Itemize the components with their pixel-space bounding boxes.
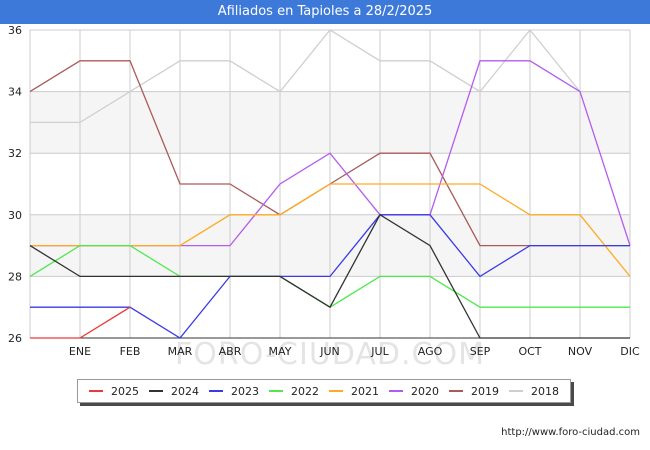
legend-swatch bbox=[149, 390, 163, 392]
legend-item-2020: 2020 bbox=[389, 385, 439, 398]
x-tick-label: MAR bbox=[168, 345, 193, 358]
legend-item-2022: 2022 bbox=[269, 385, 319, 398]
legend-swatch bbox=[209, 390, 223, 392]
x-tick-label: MAY bbox=[269, 345, 292, 358]
legend-label: 2018 bbox=[531, 384, 559, 398]
legend-item-2021: 2021 bbox=[329, 385, 379, 398]
x-tick-label: SEP bbox=[470, 345, 491, 358]
x-tick-label: OCT bbox=[518, 345, 541, 358]
legend-item-2024: 2024 bbox=[149, 385, 199, 398]
legend-swatch bbox=[509, 390, 523, 392]
legend: 2025 2024 2023 2022 2021 2020 2019 2018 bbox=[77, 379, 571, 403]
x-tick-label: FEB bbox=[120, 345, 141, 358]
x-tick-label: ABR bbox=[219, 345, 242, 358]
legend-label: 2022 bbox=[291, 384, 319, 398]
legend-label: 2025 bbox=[111, 384, 139, 398]
x-tick-label: ENE bbox=[69, 345, 91, 358]
x-tick-label: NOV bbox=[568, 345, 593, 358]
y-tick-label: 32 bbox=[8, 147, 22, 160]
y-tick-label: 36 bbox=[8, 24, 22, 37]
legend-swatch bbox=[389, 390, 403, 392]
legend-swatch bbox=[269, 390, 283, 392]
legend-item-2025: 2025 bbox=[89, 385, 139, 398]
x-tick-label: JUN bbox=[319, 345, 340, 358]
series-line-2018 bbox=[30, 28, 630, 124]
legend-label: 2024 bbox=[171, 384, 199, 398]
legend-label: 2019 bbox=[471, 384, 499, 398]
legend-swatch bbox=[449, 390, 463, 392]
series-line-2024 bbox=[29, 213, 630, 339]
legend-label: 2020 bbox=[411, 384, 439, 398]
source-url: http://www.foro-ciudad.com bbox=[501, 427, 640, 438]
legend-swatch bbox=[329, 390, 343, 392]
legend-item-2018: 2018 bbox=[509, 385, 559, 398]
x-tick-label: JUL bbox=[370, 345, 389, 358]
legend-item-2023: 2023 bbox=[209, 385, 259, 398]
legend-swatch bbox=[89, 390, 103, 392]
x-tick-label: AGO bbox=[418, 345, 443, 358]
legend-label: 2021 bbox=[351, 384, 379, 398]
chart-title: Afiliados en Tapioles a 28/2/2025 bbox=[0, 0, 650, 24]
series-line-2025 bbox=[30, 306, 131, 339]
watermark: FORO-CIUDAD.COM bbox=[175, 337, 485, 372]
legend-label: 2023 bbox=[231, 384, 259, 398]
y-tick-label: 34 bbox=[8, 86, 22, 99]
legend-item-2019: 2019 bbox=[449, 385, 499, 398]
y-tick-label: 30 bbox=[8, 209, 22, 222]
x-tick-label: DIC bbox=[620, 345, 640, 358]
y-tick-label: 28 bbox=[8, 270, 22, 283]
y-tick-label: 26 bbox=[8, 332, 22, 345]
